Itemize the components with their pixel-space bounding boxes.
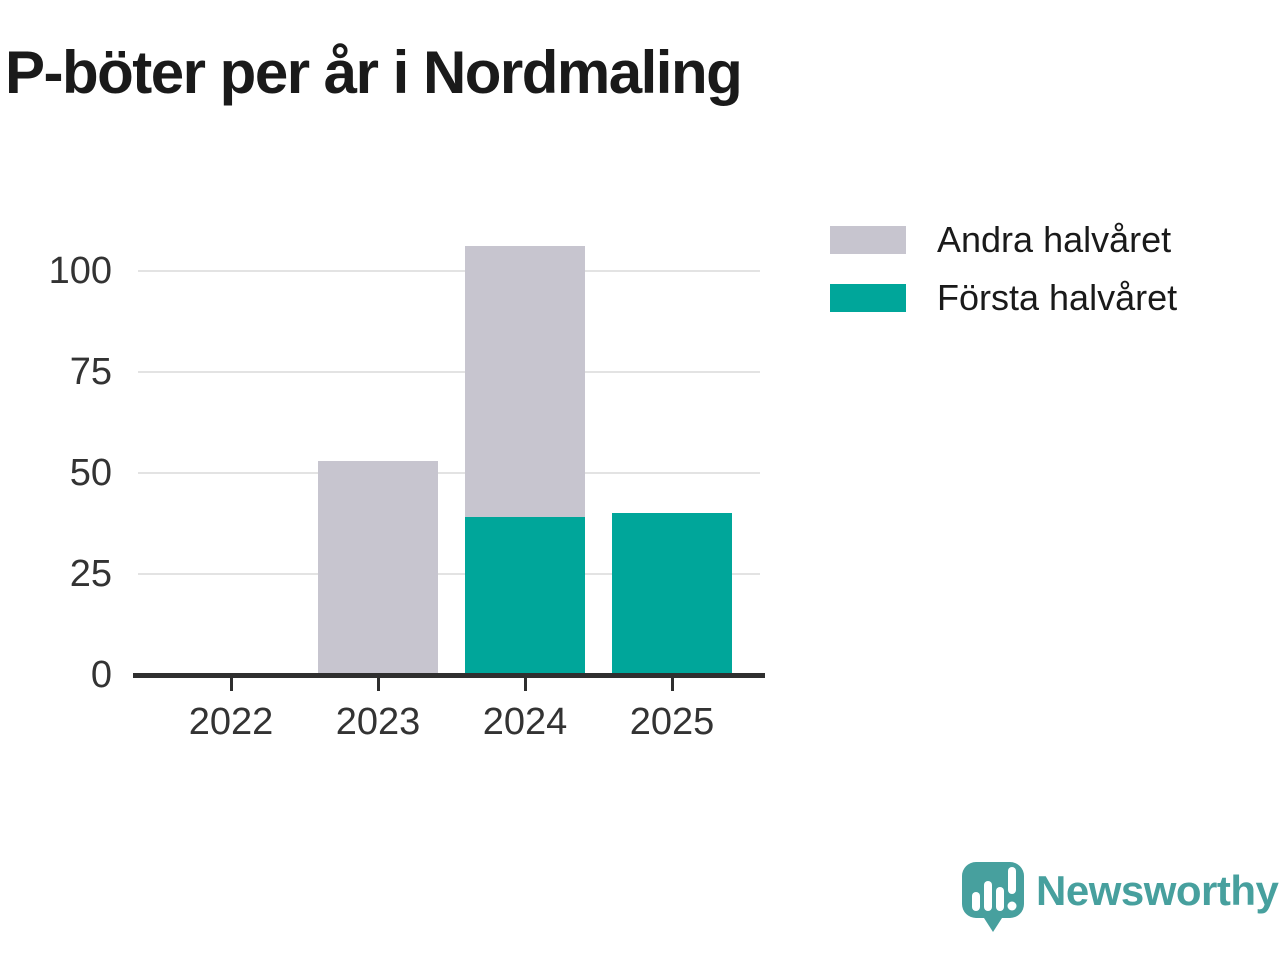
newsworthy-logo-icon (962, 862, 1024, 932)
legend-item-first-half: Första halvåret (830, 277, 1177, 318)
gridline-y-100 (138, 269, 760, 272)
x-axis-tick-label: 2024 (482, 701, 568, 743)
chart-title: P-böter per år i Nordmaling (5, 39, 743, 106)
legend-swatch-first-half (830, 284, 906, 312)
bar-2025-first-half (612, 513, 732, 675)
y-axis-tick-label: 100 (48, 249, 112, 292)
branding: Newsworthy (958, 858, 1279, 936)
y-axis-tick-label: 25 (69, 552, 112, 595)
legend: Andra halvåret Första halvåret (830, 219, 1177, 342)
y-axis-tick-label: 75 (69, 350, 112, 393)
legend-label-first-half: Första halvåret (937, 277, 1178, 318)
newsworthy-logo-text: Newsworthy (1036, 867, 1279, 914)
legend-label-second-half: Andra halvåret (937, 219, 1172, 260)
x-axis-tick-label: 2023 (335, 701, 421, 743)
x-axis-tick-2025 (671, 678, 674, 691)
bar-2024-first-half (465, 517, 585, 675)
gridline-y-50 (138, 471, 760, 474)
x-axis-tick-2023 (377, 678, 380, 691)
bar-2024-second-half (465, 246, 585, 518)
x-axis-line (133, 673, 765, 678)
y-axis-tick-label: 50 (69, 451, 112, 494)
x-axis-tick-2024 (524, 678, 527, 691)
legend-swatch-second-half (830, 226, 906, 254)
x-axis-tick-label: 2022 (188, 701, 274, 743)
x-axis-tick-label: 2025 (629, 701, 715, 743)
gridline-y-75 (138, 370, 760, 373)
x-axis-tick-2022 (230, 678, 233, 691)
legend-item-second-half: Andra halvåret (830, 219, 1177, 260)
gridline-y-25 (138, 572, 760, 575)
plot-area: 0 25 50 75 100 (48, 246, 760, 694)
y-axis-tick-label: 0 (90, 654, 112, 696)
bar-2023-second-half (318, 460, 438, 675)
